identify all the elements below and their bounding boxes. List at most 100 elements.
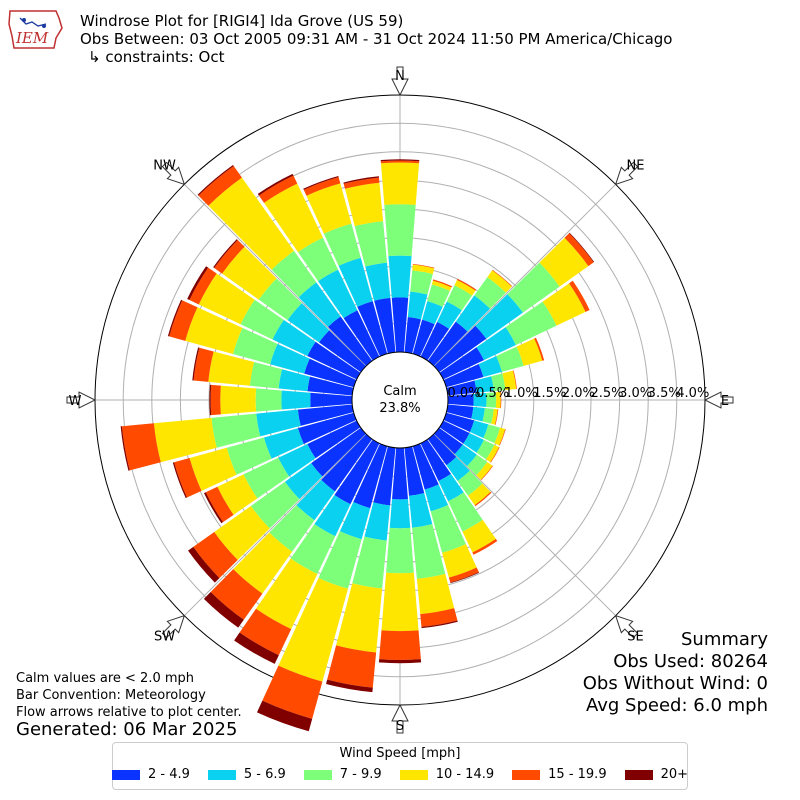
wind-bar-segment bbox=[303, 177, 341, 196]
wind-bar-segment bbox=[307, 420, 361, 459]
wind-bar-segment bbox=[492, 269, 513, 287]
compass-label-nw: NW bbox=[153, 159, 176, 174]
wind-bar-segment bbox=[421, 620, 458, 629]
wind-bar-segment bbox=[243, 457, 290, 499]
wind-bar-segment bbox=[483, 424, 501, 444]
wind-bar-segment bbox=[278, 369, 311, 392]
legend-label: 5 - 6.9 bbox=[243, 767, 286, 782]
wind-bar-segment bbox=[491, 408, 498, 425]
wind-bar-segment bbox=[208, 177, 295, 270]
wind-bar-segment bbox=[185, 307, 243, 354]
wind-bar-segment bbox=[494, 409, 499, 425]
wind-bar-segment bbox=[220, 385, 257, 415]
wind-bar-segment bbox=[427, 434, 457, 466]
wind-bar-segment bbox=[454, 280, 476, 296]
wind-bar-segment bbox=[167, 299, 183, 337]
wind-bar-segment bbox=[480, 465, 494, 481]
iem-logo: IEM bbox=[6, 6, 64, 56]
wind-bar-segment bbox=[264, 183, 323, 253]
summary-title: Summary bbox=[681, 629, 768, 650]
wind-bar-segment bbox=[447, 394, 474, 406]
wind-bar-segment bbox=[278, 578, 349, 682]
wind-bar-segment bbox=[318, 531, 362, 589]
iowa-state-outline-icon: IEM bbox=[8, 10, 63, 49]
wind-bar-segment bbox=[354, 221, 388, 267]
wind-bar-segment bbox=[380, 160, 420, 164]
wind-bar-segment bbox=[193, 532, 238, 579]
legend-title: Wind Speed [mph] bbox=[339, 746, 461, 761]
wind-bars bbox=[120, 159, 595, 732]
wind-bar-segment bbox=[474, 376, 494, 393]
wind-bar-segment bbox=[542, 283, 586, 326]
wind-bar-segment bbox=[412, 524, 446, 579]
wind-bar-segment bbox=[234, 632, 279, 664]
logo-text: IEM bbox=[15, 29, 49, 47]
wind-bar-segment bbox=[380, 162, 420, 205]
wind-bar-segment bbox=[172, 462, 187, 499]
wind-bar-segment bbox=[281, 390, 311, 410]
compass-label-se: SE bbox=[627, 629, 643, 644]
wind-bar-segment bbox=[192, 347, 200, 381]
chart-title: Windrose Plot for [RIGI4] Ida Grove (US … bbox=[80, 12, 404, 30]
radial-tick-label: 4.0% bbox=[676, 386, 709, 401]
wind-bar-segment bbox=[214, 239, 245, 274]
calm-label: Calm bbox=[383, 384, 416, 399]
wind-bar-segment bbox=[388, 255, 412, 298]
wind-bar-segment bbox=[203, 592, 244, 628]
wind-bar-segment bbox=[249, 361, 283, 389]
wind-bar-segment bbox=[491, 373, 506, 392]
summary-obs-without-wind: Obs Without Wind: 0 bbox=[582, 673, 768, 694]
legend-swatch bbox=[303, 769, 332, 780]
wind-bar-segment bbox=[389, 499, 411, 529]
wind-bar-segment bbox=[569, 280, 590, 312]
wind-bar-segment bbox=[352, 536, 387, 589]
legend-swatch bbox=[399, 769, 428, 780]
wind-bar-segment bbox=[404, 446, 425, 496]
wind-bar-segment bbox=[446, 285, 473, 311]
radial-tick-label: 1.5% bbox=[533, 386, 566, 401]
wind-bar-segment bbox=[357, 301, 388, 357]
wind-bar-segment bbox=[409, 493, 433, 528]
calm-value: 23.8% bbox=[379, 401, 420, 416]
wind-bar-segment bbox=[262, 665, 323, 719]
wind-bar-segment bbox=[303, 175, 339, 190]
grid-spoke bbox=[399, 183, 617, 401]
radial-tick-label: 3.5% bbox=[648, 386, 681, 401]
wind-bar-segment bbox=[430, 504, 466, 553]
wind-bar-segment bbox=[378, 659, 422, 664]
legend-label: 7 - 9.9 bbox=[339, 767, 382, 782]
wind-bar-segment bbox=[257, 173, 294, 196]
wind-bar-segment bbox=[412, 443, 439, 490]
radial-tick-label: 0.5% bbox=[476, 386, 509, 401]
wind-bar-segment bbox=[496, 346, 524, 372]
wind-bar-segment bbox=[472, 538, 498, 555]
wind-bar-segment bbox=[490, 447, 500, 463]
wind-bar-segment bbox=[307, 376, 354, 396]
wind-bar-segment bbox=[343, 177, 380, 189]
wind-bar-segment bbox=[213, 239, 238, 268]
wind-bar-segment bbox=[494, 427, 506, 446]
wind-bar-segment bbox=[203, 492, 223, 524]
legend-item: 2 - 4.9 bbox=[111, 767, 190, 782]
compass-label-ne: NE bbox=[626, 159, 644, 174]
wind-bar-segment bbox=[469, 420, 489, 439]
wind-bar-segment bbox=[263, 428, 304, 459]
wind-bar-segment bbox=[250, 481, 300, 529]
wind-bar-segment bbox=[412, 263, 435, 269]
wind-bar-segment bbox=[450, 572, 480, 584]
obs-between: Obs Between: 03 Oct 2005 09:31 AM - 31 O… bbox=[80, 30, 673, 48]
wind-bar-segment bbox=[210, 384, 221, 416]
wind-bar-segment bbox=[298, 282, 341, 327]
wind-bar-segment bbox=[457, 470, 483, 496]
wind-bar-segment bbox=[271, 250, 317, 298]
radial-tick-label: 3.0% bbox=[619, 386, 652, 401]
wind-bar-segment bbox=[456, 278, 477, 291]
wind-bar-segment bbox=[306, 183, 352, 234]
wind-bar-segment bbox=[420, 608, 458, 627]
compass-arrow-icon bbox=[703, 391, 734, 409]
compass-arrow-icon bbox=[614, 614, 639, 639]
wind-bar-segment bbox=[217, 474, 258, 515]
wind-bar-segment bbox=[169, 300, 198, 341]
legend-items: 2 - 4.9 5 - 6.9 7 - 9.9 10 - 14.9 15 - 19.9 2… bbox=[111, 767, 688, 782]
